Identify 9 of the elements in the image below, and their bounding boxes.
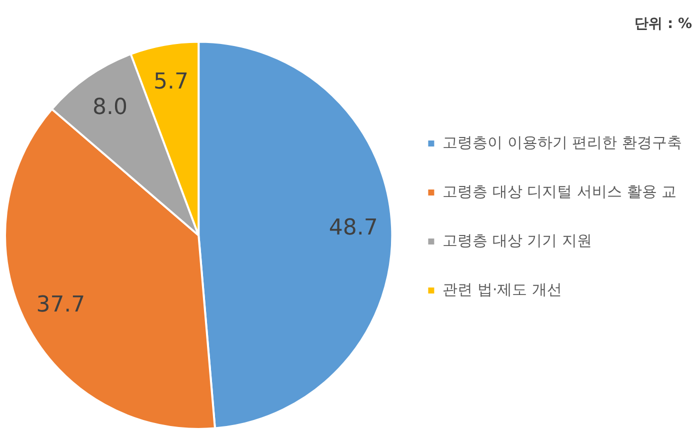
data-label: 8.0 (92, 95, 128, 120)
legend-label: 관련 법·제도 개선 (442, 280, 562, 298)
chart-title: 단위 : % (634, 16, 692, 32)
data-label: 5.7 (154, 70, 189, 95)
legend-label: 고령층 대상 기기 지원 (442, 231, 592, 250)
legend-label: 고령층이 이용하기 편리한 환경구축 (442, 133, 682, 152)
data-label: 48.7 (328, 216, 378, 241)
legend-label: 고령층 대상 디지털 서비스 활용 교 (442, 182, 677, 200)
data-label: 37.7 (36, 292, 86, 318)
